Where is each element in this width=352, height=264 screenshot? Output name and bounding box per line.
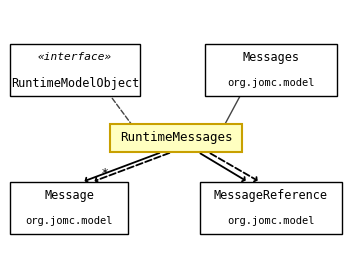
Text: org.jomc.model: org.jomc.model	[227, 216, 315, 226]
Text: *: *	[102, 167, 108, 181]
FancyBboxPatch shape	[10, 44, 140, 96]
Text: org.jomc.model: org.jomc.model	[227, 78, 315, 88]
Text: org.jomc.model: org.jomc.model	[25, 216, 113, 226]
FancyBboxPatch shape	[10, 182, 128, 234]
Text: Message: Message	[44, 188, 94, 201]
Text: Messages: Messages	[243, 50, 300, 64]
FancyBboxPatch shape	[200, 182, 342, 234]
Text: RuntimeMessages: RuntimeMessages	[120, 131, 232, 144]
Text: «interface»: «interface»	[38, 52, 112, 62]
Text: MessageReference: MessageReference	[214, 188, 328, 201]
FancyBboxPatch shape	[205, 44, 337, 96]
Text: RuntimeModelObject: RuntimeModelObject	[11, 77, 139, 89]
FancyBboxPatch shape	[110, 124, 242, 152]
